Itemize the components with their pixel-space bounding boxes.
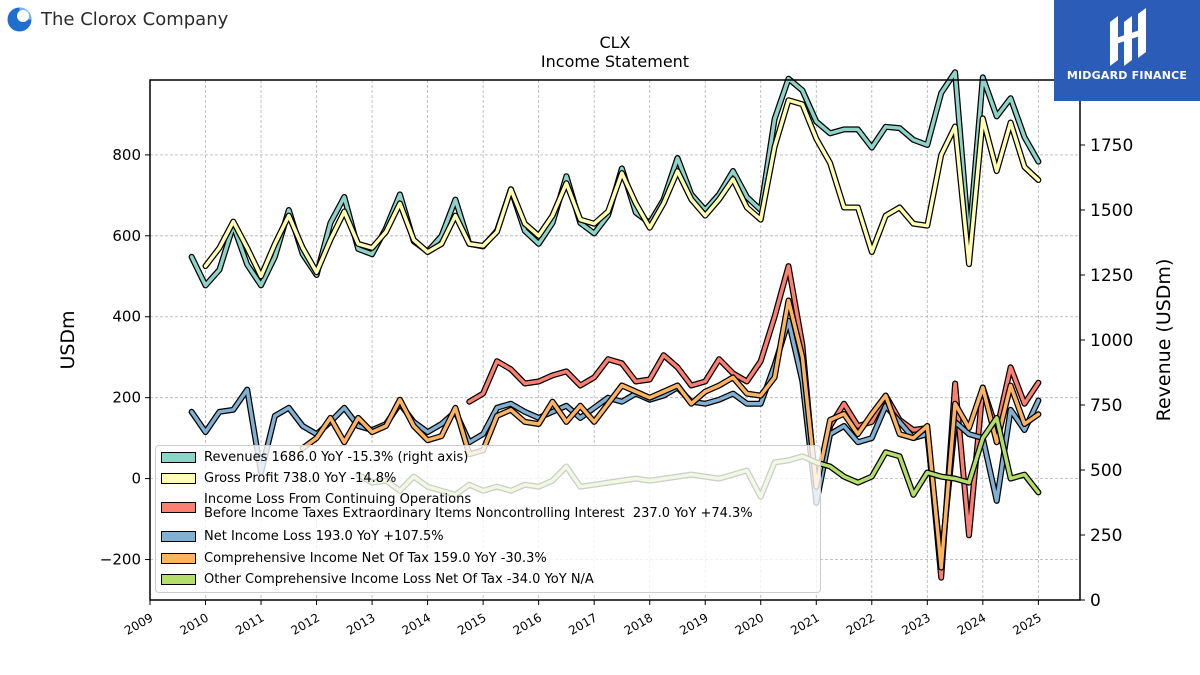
y-tick-label-left: −200: [100, 551, 141, 569]
x-tick-label: 2021: [788, 610, 821, 637]
chart-legend: Revenues 1686.0 YoY -15.3% (right axis) …: [155, 445, 821, 593]
y-tick-label-right: 0: [1090, 591, 1101, 611]
legend-label: Other Comprehensive Income Loss Net Of T…: [204, 572, 594, 587]
series-line-4: [300, 298, 1041, 570]
midgard-logo-icon: [1110, 8, 1146, 66]
y-tick-label-right: 750: [1090, 396, 1122, 416]
y-tick-label-right: 500: [1090, 461, 1122, 481]
legend-label: Gross Profit 738.0 YoY -14.8%: [204, 471, 397, 486]
legend-label: Revenues 1686.0 YoY -15.3% (right axis): [204, 450, 469, 465]
x-tick-label: 2013: [344, 610, 377, 637]
series-outline-0: [188, 69, 1042, 289]
x-tick-label: 2015: [455, 610, 488, 637]
legend-label: Income Loss From Continuing Operations B…: [204, 492, 753, 521]
legend-swatch: [161, 502, 196, 513]
x-tick-label: 2014: [400, 610, 433, 637]
brand-name: The Clorox Company: [41, 9, 229, 30]
midgard-label: MIDGARD FINANCE: [1066, 69, 1188, 82]
x-tick-label: 2018: [622, 610, 655, 637]
chart-subtitle: Income Statement: [541, 52, 689, 71]
y-tick-label-left: 200: [112, 389, 141, 407]
y-tick-label-left: 400: [112, 308, 141, 326]
y-tick-label-left: 800: [112, 146, 141, 164]
y-tick-label-left: 600: [112, 227, 141, 245]
x-tick-label: 2025: [1010, 610, 1043, 637]
x-tick-label: 2012: [289, 610, 322, 637]
series-layer: [188, 69, 1042, 581]
series-line-0: [189, 70, 1041, 288]
x-tick-label: 2010: [178, 610, 211, 637]
legend-swatch: [161, 574, 196, 585]
legend-swatch: [161, 553, 196, 564]
series-outline-1: [202, 97, 1042, 280]
legend-label: Comprehensive Income Net Of Tax 159.0 Yo…: [204, 551, 547, 566]
x-tick-label: 2024: [955, 610, 988, 637]
x-tick-label: 2019: [677, 610, 710, 637]
legend-swatch: [161, 452, 196, 463]
clorox-logo-icon: [7, 7, 32, 32]
midgard-watermark: MIDGARD FINANCE: [1054, 0, 1200, 101]
x-tick-label: 2020: [733, 610, 766, 637]
legend-swatch: [161, 531, 196, 542]
legend-swatch: [161, 473, 196, 484]
brand: The Clorox Company: [6, 6, 228, 33]
y-tick-label-right: 250: [1090, 526, 1122, 546]
chart-title: CLX: [599, 33, 630, 52]
y-tick-label-right: 1250: [1090, 266, 1133, 286]
x-tick-label: 2011: [233, 610, 266, 637]
x-tick-label: 2017: [566, 610, 599, 637]
y-axis-label-left: USDm: [57, 310, 79, 369]
y-tick-label-right: 1000: [1090, 331, 1133, 351]
legend-label: Net Income Loss 193.0 YoY +107.5%: [204, 529, 444, 544]
x-tick-label: 2022: [844, 610, 877, 637]
series-line-1: [203, 98, 1041, 279]
y-tick-label-right: 1500: [1090, 201, 1133, 221]
y-tick-label-left: 0: [131, 470, 141, 488]
x-tick-label: 2023: [899, 610, 932, 637]
y-tick-label-right: 1750: [1090, 136, 1133, 156]
y-axis-label-right: Revenue (USDm): [1153, 259, 1175, 422]
x-tick-label: 2009: [122, 610, 155, 637]
x-tick-label: 2016: [511, 610, 544, 637]
